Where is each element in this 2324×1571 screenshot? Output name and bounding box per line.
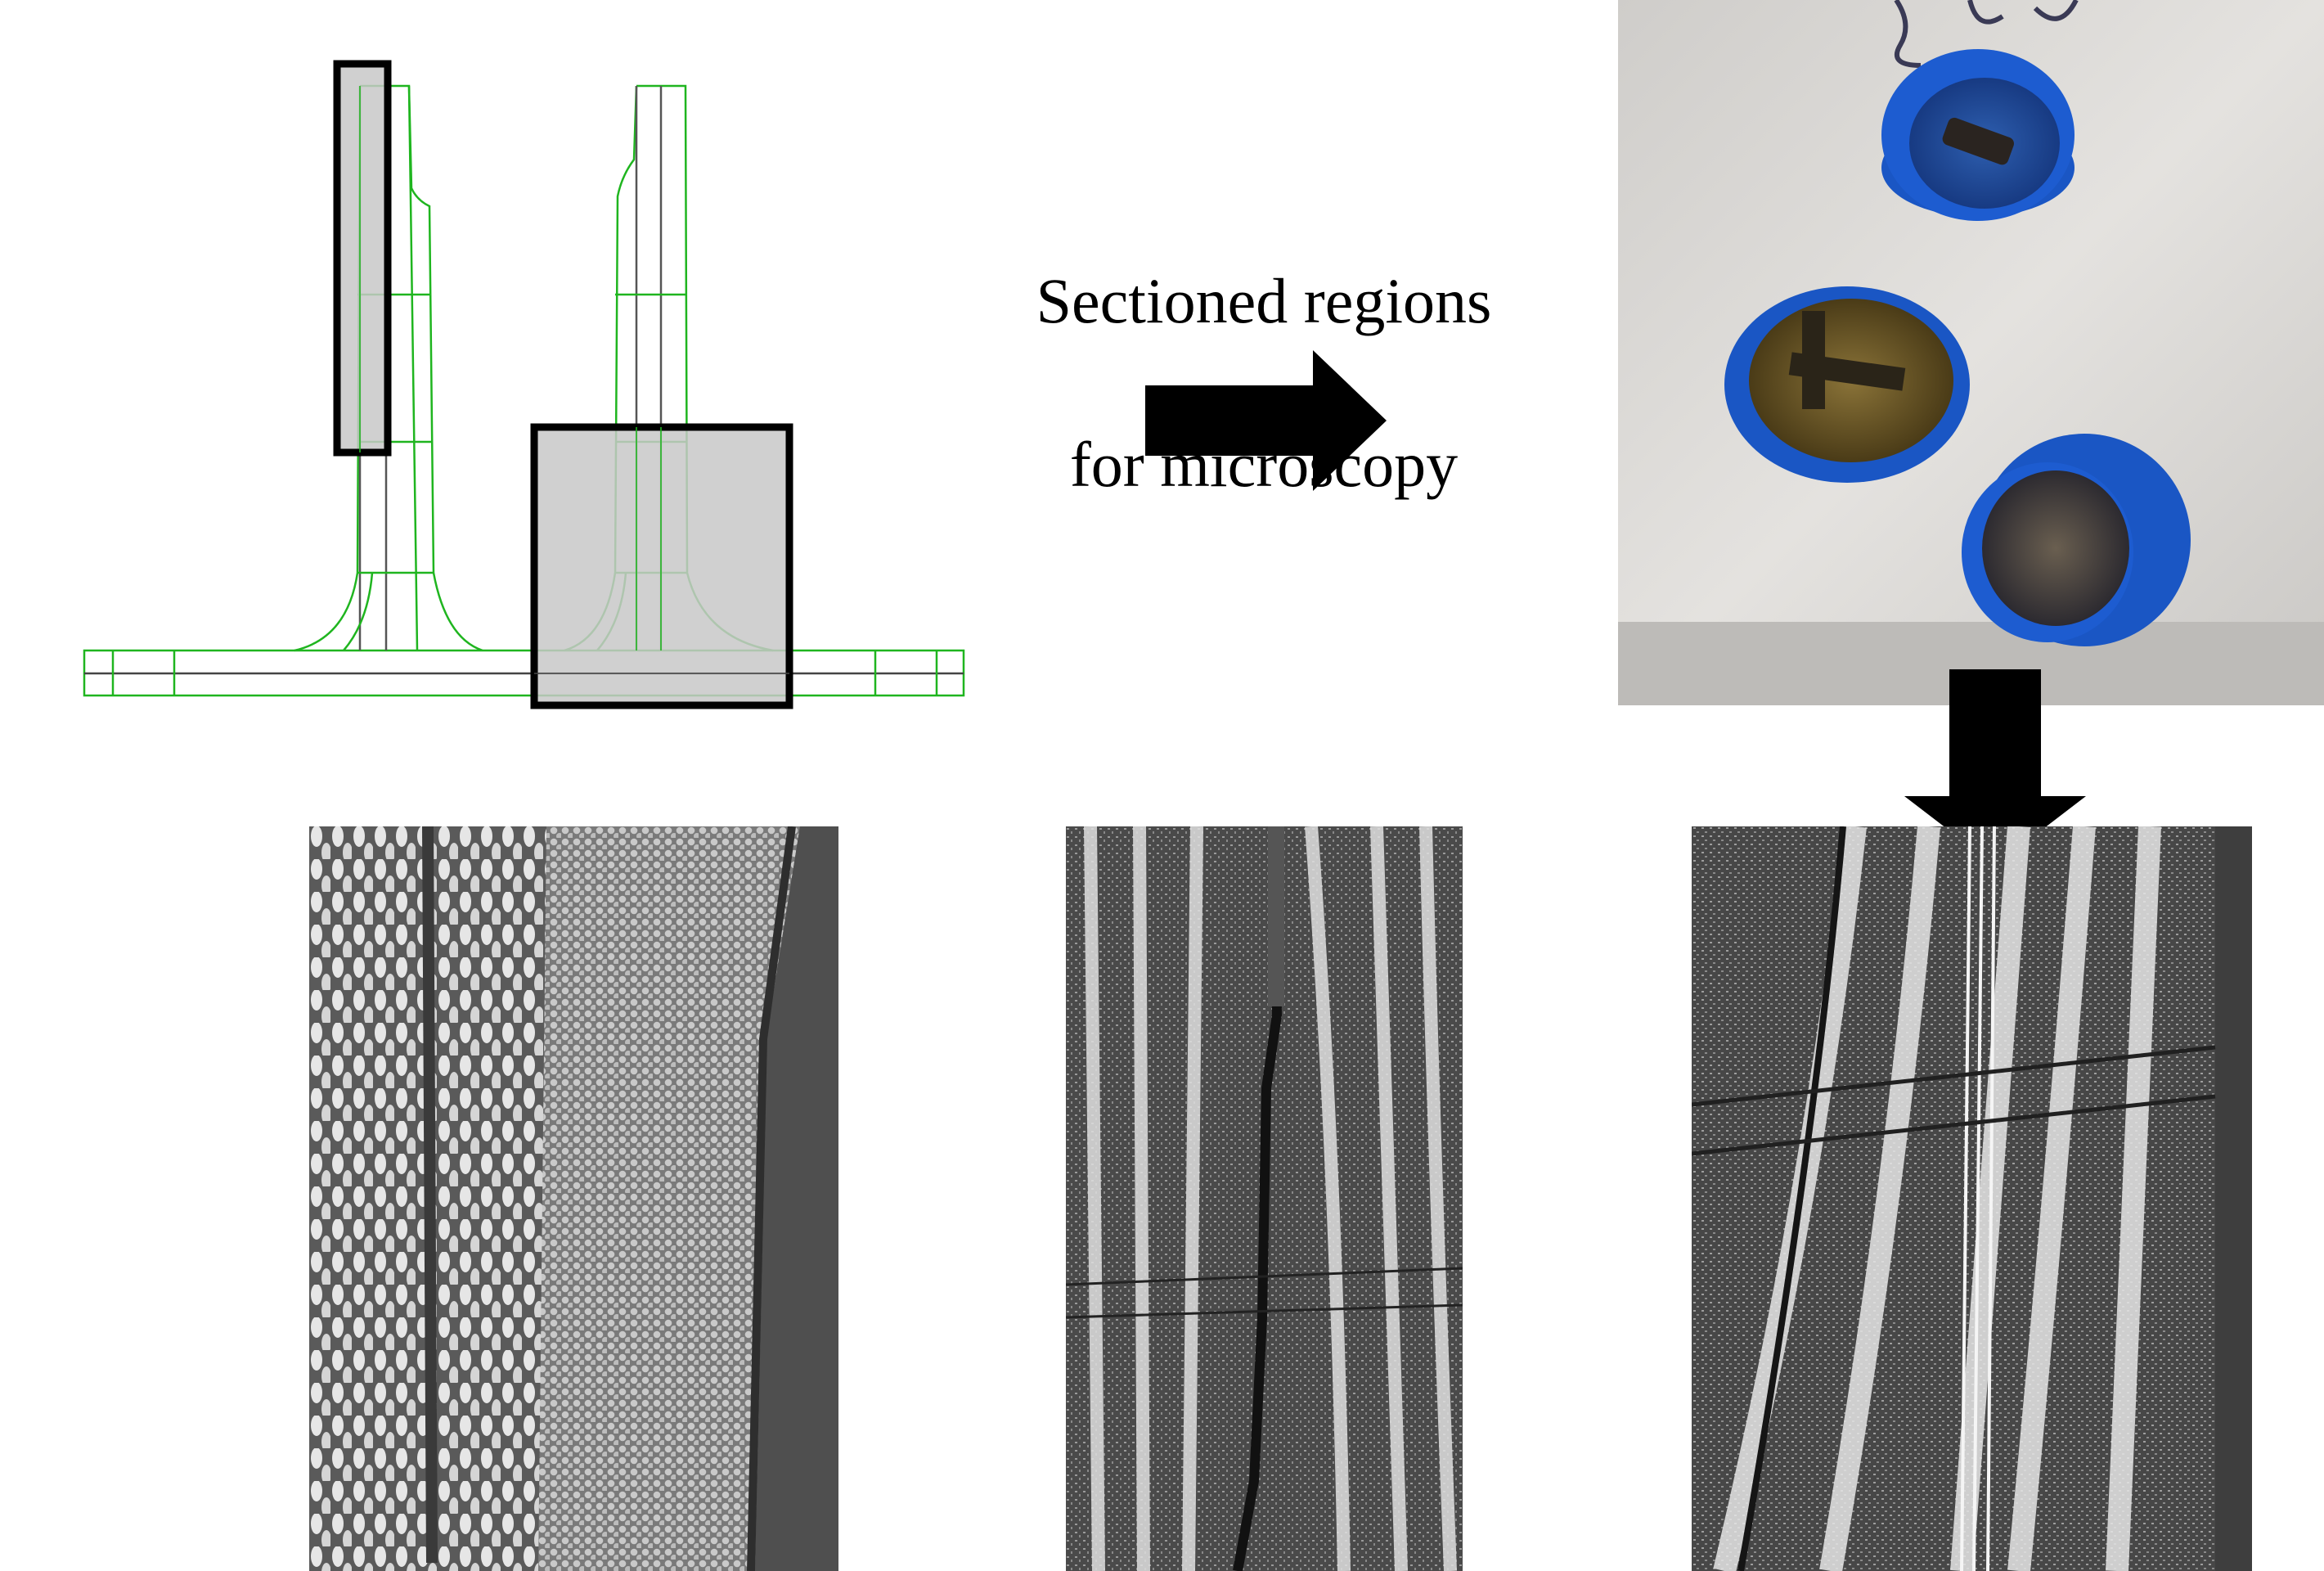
caption-line-1: Sectioned regions	[1036, 265, 1492, 336]
mounted-specimens-photo	[1618, 0, 2324, 705]
t-joint-mesh-diagram	[83, 60, 965, 709]
arrow-down-icon	[1904, 669, 2086, 866]
micrograph-right	[1692, 826, 2252, 1571]
micrograph-left	[309, 826, 838, 1571]
section-box-stiffener	[333, 60, 392, 457]
arrow-right-icon	[1145, 350, 1387, 491]
micrograph-middle	[1066, 826, 1463, 1571]
